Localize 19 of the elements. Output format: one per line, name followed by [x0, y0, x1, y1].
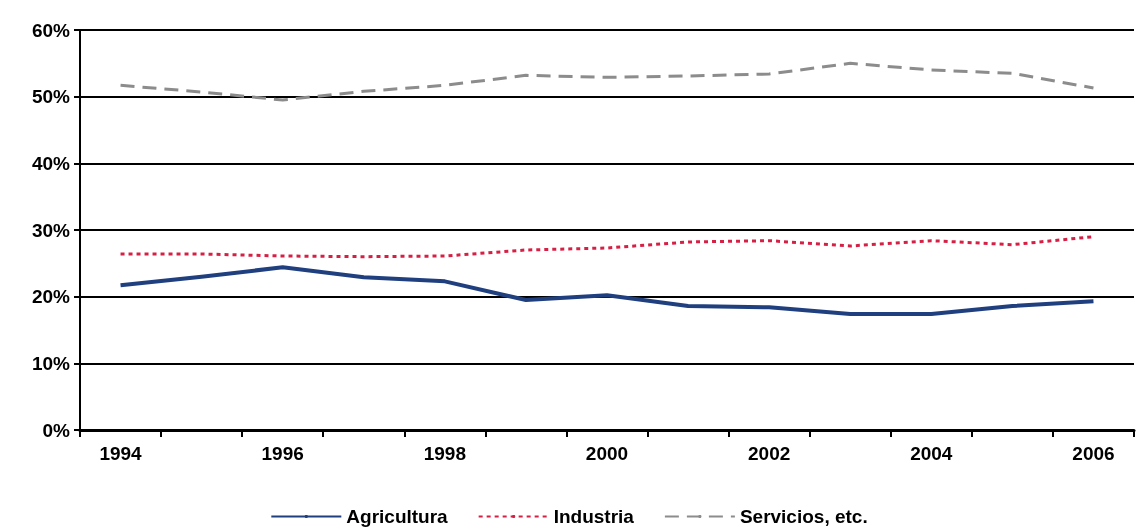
- x-tick-label: 2002: [748, 443, 791, 464]
- line-series: [119, 61, 1095, 102]
- y-tick-label: 40%: [31, 152, 71, 174]
- line-series: [118, 265, 1096, 316]
- y-tick-label: 60%: [31, 19, 71, 41]
- x-tick-label: 2000: [585, 443, 629, 464]
- y-tick-label: 50%: [31, 86, 71, 108]
- legend-label: Industria: [553, 506, 635, 527]
- x-tick-label: 1994: [99, 443, 143, 464]
- y-tick-label: 0%: [42, 419, 71, 441]
- x-tick-label: 2006: [1072, 443, 1115, 464]
- legend-label: Servicios, etc.: [739, 506, 868, 527]
- x-tick-label: 1996: [261, 443, 304, 464]
- y-tick-label: 30%: [31, 219, 71, 241]
- y-tick-label: 20%: [31, 286, 71, 308]
- y-tick-label: 10%: [31, 352, 71, 374]
- x-tick-label: 1998: [423, 443, 466, 464]
- x-tick-label: 2004: [910, 443, 953, 464]
- legend-label: Agricultura: [346, 506, 449, 527]
